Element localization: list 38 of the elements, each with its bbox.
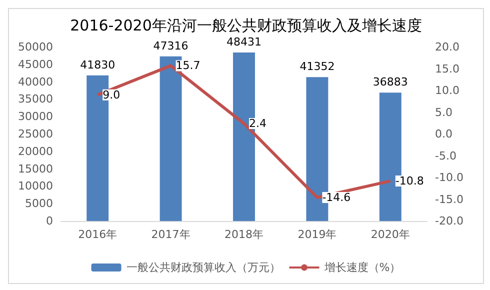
y2-tick-label: 5.0 xyxy=(435,106,452,119)
x-tick-label: 2017年 xyxy=(151,228,190,241)
y2-tick-label: 15.0 xyxy=(435,62,460,76)
y-tick-label: 50000 xyxy=(18,40,53,54)
legend-label: 增长速度（%） xyxy=(323,261,401,274)
x-tick-label: 2018年 xyxy=(224,228,264,241)
chart-title: 2016-2020年沿河一般公共财政预算收入及增长速度 xyxy=(70,16,422,34)
data-label: -10.8 xyxy=(395,174,424,188)
data-label: 41352 xyxy=(300,60,335,74)
y-tick-label: 5000 xyxy=(25,197,53,210)
y-tick-label: 25000 xyxy=(18,128,53,140)
data-label: 15.7 xyxy=(176,59,200,72)
data-label: 2.4 xyxy=(249,117,266,130)
y-tick-label: 20000 xyxy=(18,144,53,158)
data-label: 41830 xyxy=(80,58,116,72)
x-tick-label: 2019年 xyxy=(298,228,337,241)
y-tick-label: 40000 xyxy=(18,75,53,88)
y2-tick-label: 20.0 xyxy=(435,40,460,54)
y-tick-label: 45000 xyxy=(18,58,53,71)
y2-tick-label: 0.0 xyxy=(435,128,452,140)
legend-label: 一般公共财政预算收入（万元） xyxy=(126,261,280,274)
data-label: 36883 xyxy=(372,76,408,89)
y2-tick-label: -5.0 xyxy=(435,149,456,162)
data-label: 47316 xyxy=(153,39,188,52)
data-label: 48431 xyxy=(226,35,262,48)
y2-tick-label: -10.0 xyxy=(435,171,464,184)
y2-tick-label: 10.0 xyxy=(435,84,460,97)
y2-tick-label: -20.0 xyxy=(435,214,464,228)
y-tick-label: 30000 xyxy=(18,110,53,124)
x-tick-label: 2016年 xyxy=(78,228,118,241)
y-tick-label: 35000 xyxy=(18,92,53,106)
data-label: 9.0 xyxy=(102,88,120,102)
y-tick-label: 15000 xyxy=(18,162,53,176)
data-label: -14.6 xyxy=(322,191,351,204)
y-tick-label: 0 xyxy=(46,214,53,228)
x-tick-label: 2020年 xyxy=(370,228,410,241)
y-tick-label: 10000 xyxy=(18,180,53,193)
y2-tick-label: -15.0 xyxy=(435,192,464,206)
